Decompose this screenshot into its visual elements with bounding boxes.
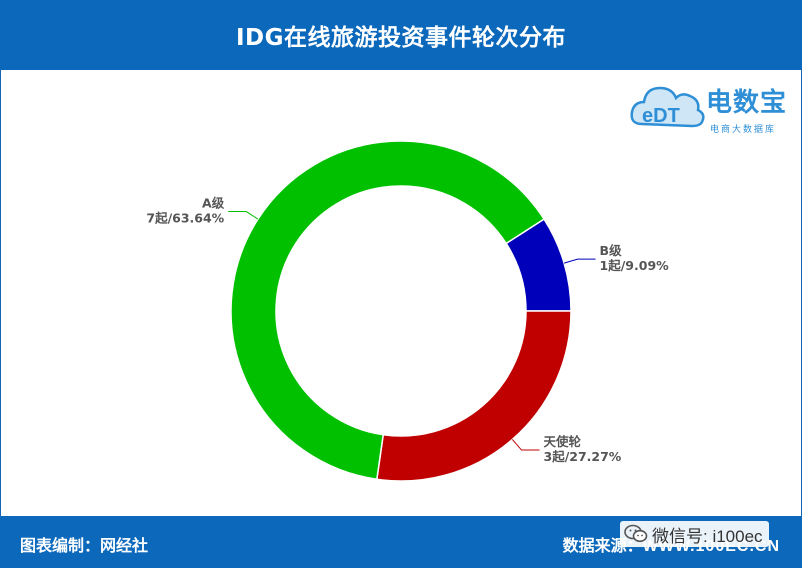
watermark-text: 微信号: i100ec [652,526,763,546]
footer-credit: 图表编制：网经社 [20,536,149,555]
slice-2 [230,140,546,481]
header-bar: IDG在线旅游投资事件轮次分布 [0,0,802,70]
cloud-logo-icon: eDT [630,86,705,128]
logo-subtitle: 电商大数据库 [710,125,777,135]
slice-label-value-0: 1起/9.09% [600,258,670,273]
logo: eDT 电数宝 电商大数据库 [628,74,794,138]
slice-label-name-0: B级 [600,243,623,258]
leader-line-0 [563,258,596,264]
wechat-icon [624,524,648,543]
chart-title: IDG在线旅游投资事件轮次分布 [235,25,567,51]
slice-label-name-2: A级 [202,196,225,211]
logo-name: 电数宝 [706,88,788,118]
logo-mark: eDT [642,105,680,127]
slice-label-value-2: 7起/63.64% [146,211,224,226]
wechat-watermark: 微信号: i100ec [620,521,769,547]
leader-line-2 [228,211,259,220]
leader-line-1 [511,439,540,451]
slice-label-value-1: 3起/27.27% [544,449,622,464]
slice-label-name-1: 天使轮 [544,434,582,449]
slice-1 [375,310,572,482]
